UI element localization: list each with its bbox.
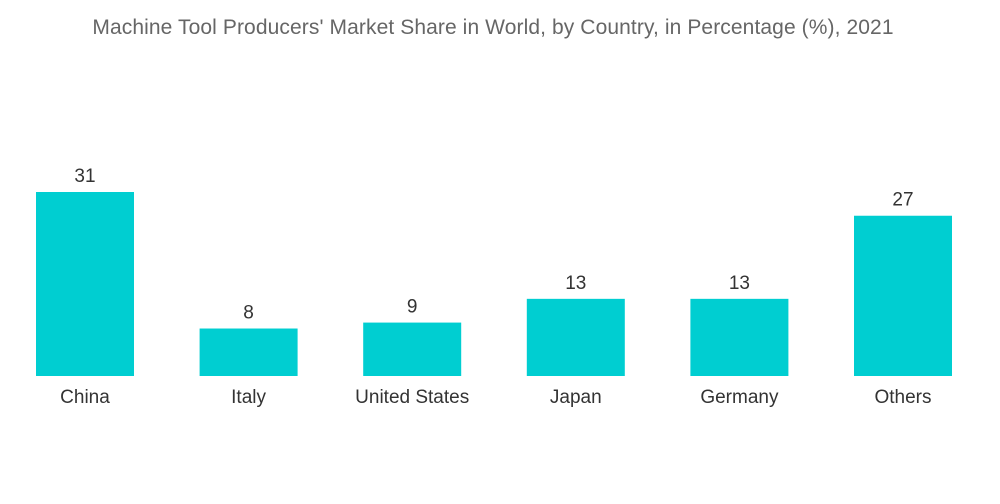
value-label-china: 31 [74, 166, 95, 187]
category-labels-layer: China Italy United States Japan Germany Other… [60, 387, 931, 408]
category-label-japan: Japan [550, 387, 602, 408]
bar-united-states [363, 322, 462, 376]
category-label-others: Others [874, 387, 931, 408]
bar-china [36, 192, 134, 376]
value-labels-layer: 31 8 9 13 13 27 [74, 166, 913, 324]
value-label-germany: 13 [729, 273, 750, 294]
bar-italy [199, 328, 298, 376]
category-label-china: China [60, 387, 110, 408]
bar-germany [690, 298, 789, 376]
value-label-japan: 13 [565, 273, 586, 294]
chart-title: Machine Tool Producers' Market Share in … [92, 16, 894, 39]
bar-others [854, 215, 952, 376]
category-label-germany: Germany [700, 387, 779, 408]
category-label-united-states: United States [355, 387, 469, 408]
value-label-others: 27 [892, 190, 913, 211]
bar-japan [526, 298, 625, 376]
category-label-italy: Italy [231, 387, 266, 408]
value-label-united-states: 9 [407, 297, 418, 318]
bars-layer [36, 192, 952, 376]
value-label-italy: 8 [243, 303, 254, 324]
